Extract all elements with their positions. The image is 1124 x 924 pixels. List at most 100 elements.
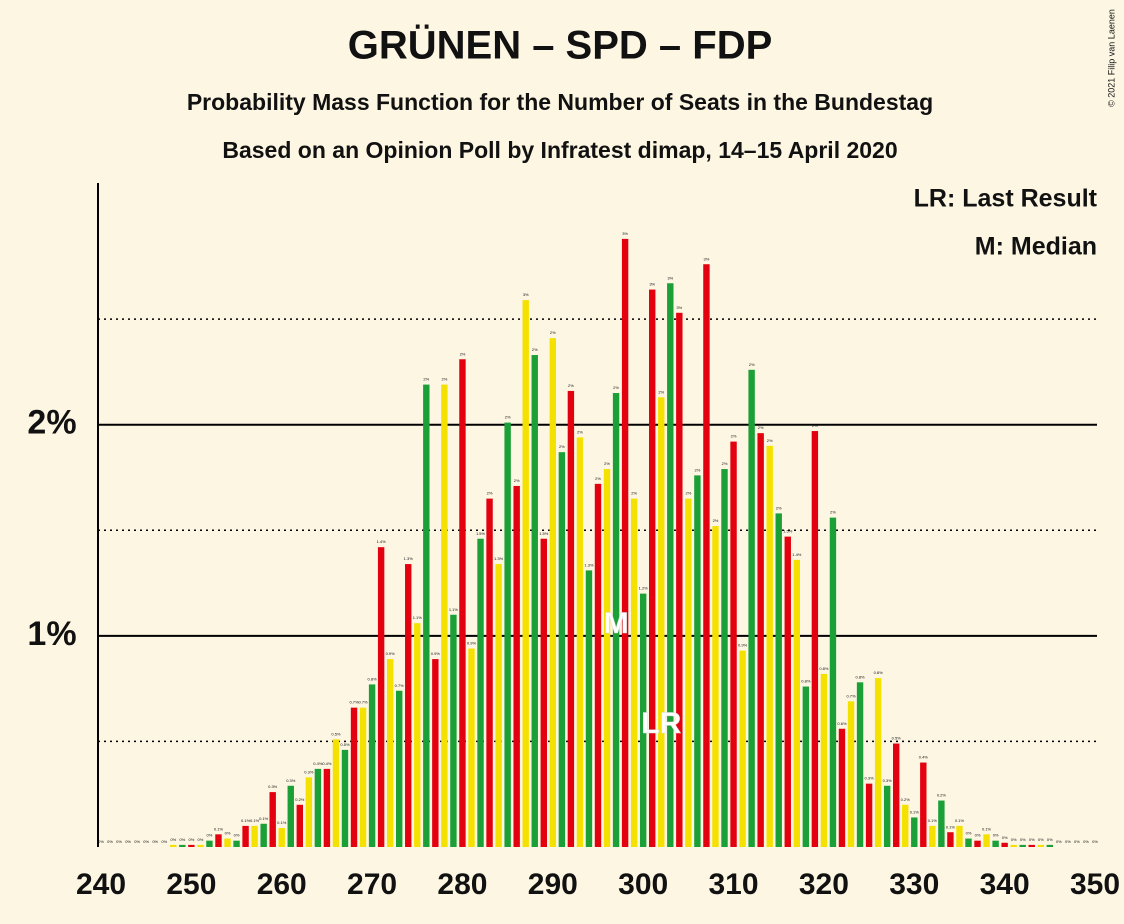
value-label: 0.8% xyxy=(368,676,378,681)
value-label: 0% xyxy=(1047,837,1053,842)
bar xyxy=(513,485,520,847)
bar xyxy=(865,783,873,847)
bar xyxy=(296,804,303,847)
bar xyxy=(667,283,674,847)
value-label: 0% xyxy=(1020,837,1026,842)
value-label: 2% xyxy=(604,461,610,466)
bar xyxy=(549,338,557,847)
bar xyxy=(874,678,882,847)
value-label: 2% xyxy=(577,429,583,434)
bar xyxy=(911,817,918,847)
value-label: 0% xyxy=(1038,837,1044,842)
value-label: 0% xyxy=(98,839,104,844)
bar xyxy=(522,300,529,847)
value-label: 0% xyxy=(143,839,149,844)
bar xyxy=(260,823,267,847)
bar xyxy=(558,452,566,847)
x-tick-label: 330 xyxy=(889,868,939,901)
value-label: 0% xyxy=(225,831,231,836)
bar xyxy=(766,445,773,847)
value-label: 1.5% xyxy=(476,531,486,536)
value-label: 2% xyxy=(695,467,701,472)
value-label: 1.1% xyxy=(413,615,423,620)
value-label: 0% xyxy=(1083,839,1089,844)
bar xyxy=(721,469,728,847)
bar xyxy=(1001,842,1008,847)
bar xyxy=(639,593,647,847)
value-label: 0% xyxy=(1065,839,1071,844)
value-label: 2% xyxy=(514,478,520,483)
y-tick-label: 2% xyxy=(27,404,76,442)
value-label: 0.3% xyxy=(883,778,893,783)
value-label: 2% xyxy=(568,383,574,388)
value-label: 2% xyxy=(559,444,565,449)
bar xyxy=(405,564,412,847)
annotation: LR xyxy=(641,707,681,740)
x-tick-label: 320 xyxy=(799,868,849,901)
bar xyxy=(847,701,855,847)
value-label: 0.1% xyxy=(928,818,938,823)
bar xyxy=(992,840,999,847)
value-label: 0.3% xyxy=(304,769,314,774)
bar xyxy=(432,659,439,847)
bar xyxy=(495,564,502,847)
x-tick-label: 280 xyxy=(437,868,487,901)
legend-note: M: Median xyxy=(975,233,1097,261)
value-label: 0% xyxy=(234,833,240,838)
bar xyxy=(649,289,656,847)
bar xyxy=(685,498,692,847)
value-label: 1.1% xyxy=(449,607,459,612)
x-tick-label: 270 xyxy=(347,868,397,901)
value-label: 2% xyxy=(722,461,728,466)
value-label: 0% xyxy=(1092,839,1098,844)
value-label: 0.6% xyxy=(837,721,847,726)
value-label: 0.7% xyxy=(846,693,856,698)
value-label: 0.1% xyxy=(241,818,251,823)
bar xyxy=(603,469,611,847)
bar xyxy=(486,498,493,847)
value-label: 3% xyxy=(622,231,628,236)
value-label: 2% xyxy=(767,438,773,443)
bar xyxy=(757,433,764,847)
value-label: 0.8% xyxy=(801,679,811,684)
value-label: 0% xyxy=(1074,839,1080,844)
bar xyxy=(838,728,846,847)
value-label: 0.7% xyxy=(349,700,359,705)
value-label: 0.8% xyxy=(819,666,829,671)
value-label: 0.5% xyxy=(340,742,350,747)
bar xyxy=(811,431,819,847)
value-label: 1.3% xyxy=(494,556,504,561)
value-label: 0.9% xyxy=(738,643,748,648)
value-label: 3% xyxy=(704,256,710,261)
bar xyxy=(965,838,972,847)
bar xyxy=(739,650,746,847)
value-label: 3% xyxy=(523,292,529,297)
bar xyxy=(974,840,981,847)
value-label: 0.9% xyxy=(467,641,477,646)
value-label: 0.5% xyxy=(331,731,341,736)
value-label: 2% xyxy=(487,491,493,496)
value-label: 0% xyxy=(125,839,131,844)
value-label: 2% xyxy=(613,385,619,390)
value-label: 1.5% xyxy=(783,529,793,534)
value-label: 3% xyxy=(667,275,673,280)
copyright: © 2021 Filip van Laenen xyxy=(1106,9,1116,107)
legend-note: LR: Last Result xyxy=(914,185,1098,213)
value-label: 0% xyxy=(161,839,167,844)
value-label: 1.5% xyxy=(539,531,549,536)
x-tick-label: 240 xyxy=(76,868,126,901)
value-label: 2% xyxy=(731,434,737,439)
bar xyxy=(323,768,331,847)
bar xyxy=(441,384,448,847)
chart-title: GRÜNEN – SPD – FDP xyxy=(348,23,773,68)
bar xyxy=(188,844,195,847)
value-label: 0.1% xyxy=(277,820,287,825)
x-tick-label: 340 xyxy=(980,868,1030,901)
value-label: 0.1% xyxy=(982,826,992,831)
bar xyxy=(947,832,954,847)
y-tick-label: 1% xyxy=(27,615,76,653)
value-label: 1.2% xyxy=(639,586,649,591)
bar xyxy=(820,673,828,847)
value-label: 2% xyxy=(658,389,664,394)
bar xyxy=(1037,844,1044,847)
